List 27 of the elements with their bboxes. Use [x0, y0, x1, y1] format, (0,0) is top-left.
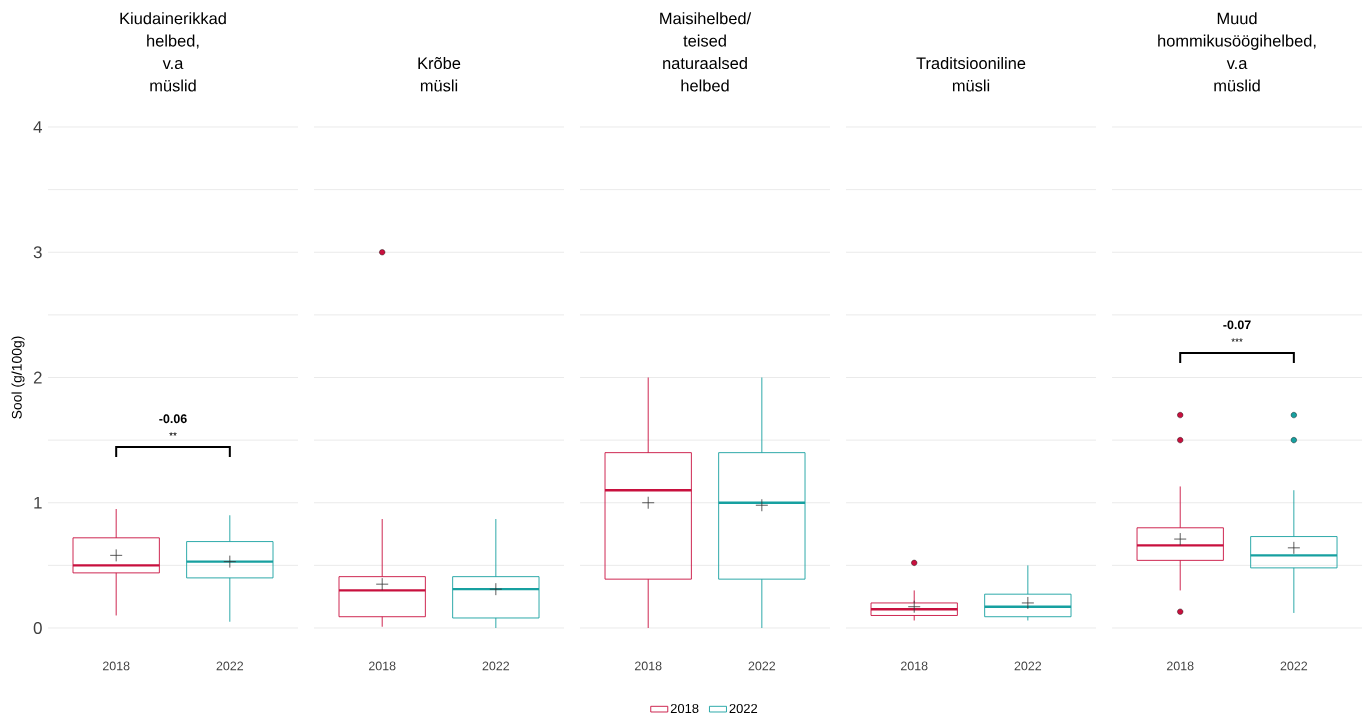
x-tick-label: 2022 — [1014, 661, 1042, 671]
annotation: ** — [169, 432, 177, 436]
x-tick-label: 2018 — [1166, 661, 1194, 671]
legend-label: 2022 — [729, 703, 758, 714]
chart-title: Kiudainerikkad helbed, v.a müslid — [120, 12, 226, 92]
x-tick-label: 2018 — [102, 661, 130, 671]
chart-title: Krõbe müsli — [418, 57, 461, 92]
chart-title: Traditsiooniline müsli — [916, 57, 1026, 92]
y-tick-label: 4 — [33, 121, 42, 133]
x-tick-label: 2022 — [216, 661, 244, 671]
annotation: *** — [1231, 338, 1243, 342]
x-tick-label: 2022 — [482, 661, 510, 671]
chart-title: Maisihelbed/ teised naturaalsed helbed — [660, 12, 752, 92]
x-tick-label: 2022 — [1280, 661, 1308, 671]
x-tick-label: 2018 — [634, 661, 662, 671]
chart-title: Muud hommikusöögihelbed, v.a müslid — [1158, 12, 1316, 92]
x-tick-label: 2018 — [900, 661, 928, 671]
y-tick-label: 3 — [33, 246, 42, 259]
y-tick-label: 2 — [33, 371, 42, 384]
legend-label: 2018 — [670, 703, 699, 714]
y-axis-title: Sool (g/100g) — [11, 336, 25, 419]
annotation: -0.06 — [159, 414, 187, 424]
y-tick-label: 0 — [33, 622, 42, 634]
x-tick-label: 2018 — [368, 661, 396, 671]
annotation: -0.07 — [1223, 320, 1251, 330]
x-tick-label: 2022 — [748, 661, 776, 671]
y-tick-label: 1 — [34, 496, 42, 509]
